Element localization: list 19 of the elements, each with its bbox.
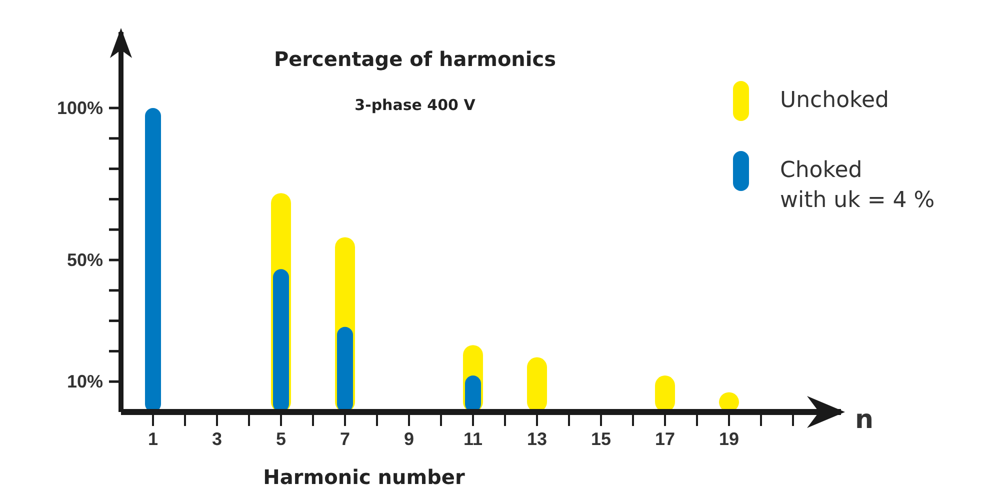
x-tick-label: 15 <box>590 428 612 449</box>
text: Percentage of harmonics <box>274 47 556 71</box>
x-tick-label: 9 <box>404 428 414 449</box>
x-tick-label: 19 <box>718 428 740 449</box>
legend-label: Choked with uk = 4 % <box>780 158 935 213</box>
text: n <box>855 405 874 435</box>
y-tick-label: 10% <box>66 371 103 392</box>
x-axis-title: Harmonic number <box>263 465 465 489</box>
x-tick-label: 3 <box>212 428 222 449</box>
y-tick-label: 100% <box>56 98 103 118</box>
legend-label: Unchoked <box>780 88 890 113</box>
x-tick-label: 7 <box>340 428 350 449</box>
x-tick-label: 17 <box>654 428 676 449</box>
x-tick-label: 13 <box>526 428 548 449</box>
text: 3-phase 400 V <box>354 96 476 114</box>
x-tick-label: 11 <box>463 428 483 449</box>
x-tick-label: 5 <box>276 428 286 449</box>
x-tick-label: 1 <box>148 428 158 449</box>
y-tick-label: 50% <box>66 250 103 270</box>
